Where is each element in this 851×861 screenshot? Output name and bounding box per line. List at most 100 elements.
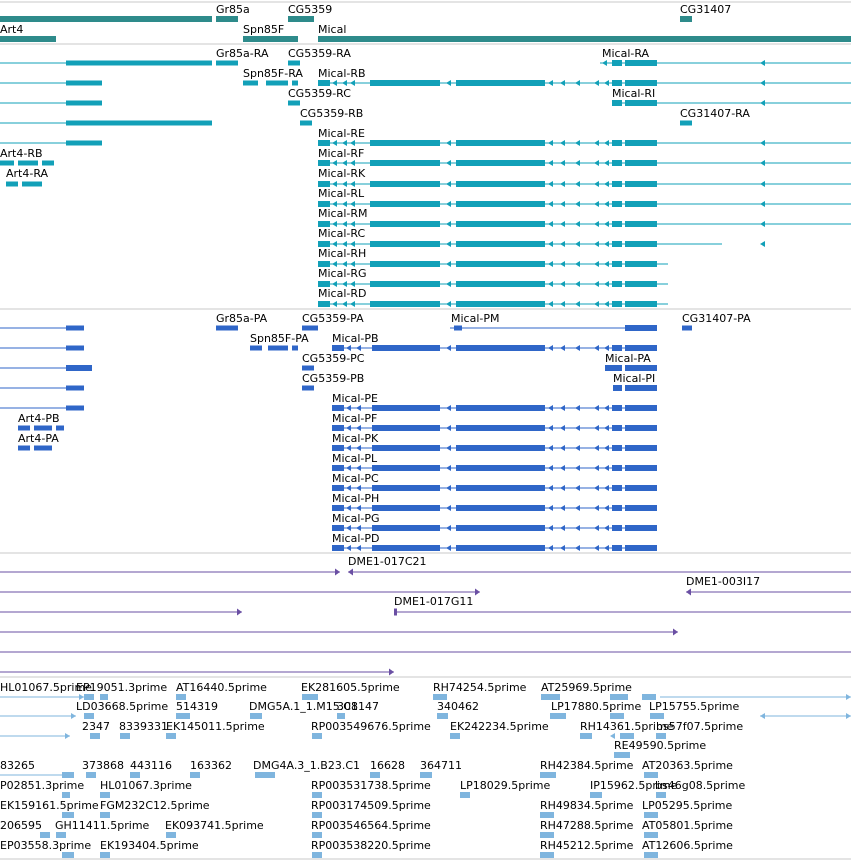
protein-label-mical-ph[interactable]: Mical-PH [332, 492, 379, 505]
est-label-340462[interactable]: 340462 [437, 700, 479, 713]
est-label-hl01067-3prime[interactable]: HL01067.3prime [100, 779, 192, 792]
est-label-83265[interactable]: 83265 [0, 759, 35, 772]
gene-label-gr85a[interactable]: Gr85a [216, 3, 250, 16]
transcript-label-art4-rb[interactable]: Art4-RB [0, 147, 43, 160]
gene-label-cg31407[interactable]: CG31407 [680, 3, 731, 16]
est-label-rp003538220-5prime[interactable]: RP003538220.5prime [311, 839, 431, 852]
protein-label-cg5359-pa[interactable]: CG5359-PA [302, 312, 364, 325]
est-label-at16440-5prime[interactable]: AT16440.5prime [176, 681, 267, 694]
est-label-ip15962-5prime[interactable]: IP15962.5prime [590, 779, 678, 792]
est-label-rh14361-5prime[interactable]: RH14361.5prime [580, 720, 674, 733]
transcript-label-mical-rg[interactable]: Mical-RG [318, 267, 367, 280]
est-label-8339331[interactable]: 8339331 [119, 720, 168, 733]
est-label-ep03558-3prime[interactable]: EP03558.3prime [0, 839, 91, 852]
protein-label-cg5359-pc[interactable]: CG5359-PC [302, 352, 365, 365]
protein-label-mical-pa[interactable]: Mical-PA [605, 352, 651, 365]
transcript-label-mical-rf[interactable]: Mical-RF [318, 147, 364, 160]
clone-label-dme1-003i17[interactable]: DME1-003I17 [686, 575, 760, 588]
est-label-dmg5a-1-1-m15-c1[interactable]: DMG5A.1_1.M15.C1 [249, 700, 358, 713]
est-label-lp05295-5prime[interactable]: LP05295.5prime [642, 799, 733, 812]
gene-label-spn85f[interactable]: Spn85F [243, 23, 284, 36]
est-label-gh11411-5prime[interactable]: GH11411.5prime [55, 819, 150, 832]
est-label-hl01067-5prime[interactable]: HL01067.5prime [0, 681, 92, 694]
est-label-16628[interactable]: 16628 [370, 759, 405, 772]
protein-label-mical-pf[interactable]: Mical-PF [332, 412, 377, 425]
est-label-163362[interactable]: 163362 [190, 759, 232, 772]
est-label-rp003546564-5prime[interactable]: RP003546564.5prime [311, 819, 431, 832]
transcript-label-cg5359-ra[interactable]: CG5359-RA [288, 47, 351, 60]
est-label-lp15755-5prime[interactable]: LP15755.5prime [649, 700, 740, 713]
transcript-label-cg5359-rc[interactable]: CG5359-RC [288, 87, 351, 100]
est-label-rh74254-5prime[interactable]: RH74254.5prime [433, 681, 527, 694]
est-label-rp003174509-5prime[interactable]: RP003174509.5prime [311, 799, 431, 812]
gene-label-cg5359[interactable]: CG5359 [288, 3, 332, 16]
est-label-rh49834-5prime[interactable]: RH49834.5prime [540, 799, 634, 812]
est-label-rh45212-5prime[interactable]: RH45212.5prime [540, 839, 634, 852]
protein-label-mical-pm[interactable]: Mical-PM [451, 312, 500, 325]
est-label-ek093741-5prime[interactable]: EK093741.5prime [165, 819, 264, 832]
transcript-label-mical-ra[interactable]: Mical-RA [602, 47, 650, 60]
transcript-label-mical-re[interactable]: Mical-RE [318, 127, 365, 140]
transcript-label-cg5359-rb[interactable]: CG5359-RB [300, 107, 363, 120]
est-label-rp003531738-5prime[interactable]: RP003531738.5prime [311, 779, 431, 792]
protein-label-mical-pe[interactable]: Mical-PE [332, 392, 378, 405]
gene-label-mical[interactable]: Mical [318, 23, 346, 36]
protein-label-gr85a-pa[interactable]: Gr85a-PA [216, 312, 268, 325]
transcript-label-mical-rk[interactable]: Mical-RK [318, 167, 366, 180]
transcript-label-cg31407-ra[interactable]: CG31407-RA [680, 107, 750, 120]
transcript-label-mical-rb[interactable]: Mical-RB [318, 67, 366, 80]
est-label-p02851-3prime[interactable]: P02851.3prime [0, 779, 84, 792]
transcript-label-mical-rc[interactable]: Mical-RC [318, 227, 365, 240]
est-label-ek159161-5prime[interactable]: EK159161.5prime [0, 799, 99, 812]
est-label-443116[interactable]: 443116 [130, 759, 172, 772]
protein-label-mical-pl[interactable]: Mical-PL [332, 452, 378, 465]
protein-label-mical-pd[interactable]: Mical-PD [332, 532, 379, 545]
est-label-514319[interactable]: 514319 [176, 700, 218, 713]
est-label-bs46g08-5prime[interactable]: bs46g08.5prime [655, 779, 745, 792]
protein-label-mical-pb[interactable]: Mical-PB [332, 332, 379, 345]
est-label-at12606-5prime[interactable]: AT12606.5prime [642, 839, 733, 852]
est-label-at25969-5prime[interactable]: AT25969.5prime [541, 681, 632, 694]
transcript-label-mical-rl[interactable]: Mical-RL [318, 187, 365, 200]
transcript-label-spn85f-ra[interactable]: Spn85F-RA [243, 67, 303, 80]
est-label-ek242234-5prime[interactable]: EK242234.5prime [450, 720, 549, 733]
est-label-rh42384-5prime[interactable]: RH42384.5prime [540, 759, 634, 772]
est-label-ek193404-5prime[interactable]: EK193404.5prime [100, 839, 199, 852]
protein-label-spn85f-pa[interactable]: Spn85F-PA [250, 332, 309, 345]
est-label-bs57f07-5prime[interactable]: bs57f07.5prime [656, 720, 743, 733]
est-label-364711[interactable]: 364711 [420, 759, 462, 772]
transcript-label-mical-rm[interactable]: Mical-RM [318, 207, 368, 220]
est-label-373868[interactable]: 373868 [82, 759, 124, 772]
protein-label-cg31407-pa[interactable]: CG31407-PA [682, 312, 751, 325]
est-label-lp17880-5prime[interactable]: LP17880.5prime [551, 700, 642, 713]
est-label-at05801-5prime[interactable]: AT05801.5prime [642, 819, 733, 832]
transcript-label-mical-rh[interactable]: Mical-RH [318, 247, 366, 260]
protein-label-art4-pb[interactable]: Art4-PB [18, 412, 60, 425]
transcript-label-mical-ri[interactable]: Mical-RI [612, 87, 655, 100]
protein-label-mical-pi[interactable]: Mical-PI [613, 372, 655, 385]
protein-label-mical-pk[interactable]: Mical-PK [332, 432, 379, 445]
clone-label-dme1-017g11[interactable]: DME1-017G11 [394, 595, 473, 608]
est-label-206595[interactable]: 206595 [0, 819, 42, 832]
est-label-2347[interactable]: 2347 [82, 720, 110, 733]
transcript-label-art4-ra[interactable]: Art4-RA [6, 167, 49, 180]
est-label-ld03668-5prime[interactable]: LD03668.5prime [76, 700, 168, 713]
est-label-at20363-5prime[interactable]: AT20363.5prime [642, 759, 733, 772]
est-label-dmg4a-3-1-b23-c1[interactable]: DMG4A.3_1.B23.C1 [253, 759, 360, 772]
transcript-label-gr85a-ra[interactable]: Gr85a-RA [216, 47, 269, 60]
protein-label-mical-pc[interactable]: Mical-PC [332, 472, 379, 485]
est-label-fgm232c12-5prime[interactable]: FGM232C12.5prime [100, 799, 210, 812]
est-label-ek145011-5prime[interactable]: EK145011.5prime [166, 720, 265, 733]
est-label-ep19051-3prime[interactable]: EP19051.3prime [76, 681, 167, 694]
est-label-re49590-5prime[interactable]: RE49590.5prime [614, 739, 706, 752]
protein-label-cg5359-pb[interactable]: CG5359-PB [302, 372, 364, 385]
protein-label-art4-pa[interactable]: Art4-PA [18, 432, 59, 445]
est-label-lp18029-5prime[interactable]: LP18029.5prime [460, 779, 551, 792]
gene-label-art4[interactable]: Art4 [0, 23, 23, 36]
est-label-rh47288-5prime[interactable]: RH47288.5prime [540, 819, 634, 832]
est-label-308147[interactable]: 308147 [337, 700, 379, 713]
clone-label-dme1-017c21[interactable]: DME1-017C21 [348, 555, 427, 568]
est-label-ek281605-5prime[interactable]: EK281605.5prime [301, 681, 400, 694]
est-label-rp003549676-5prime[interactable]: RP003549676.5prime [311, 720, 431, 733]
